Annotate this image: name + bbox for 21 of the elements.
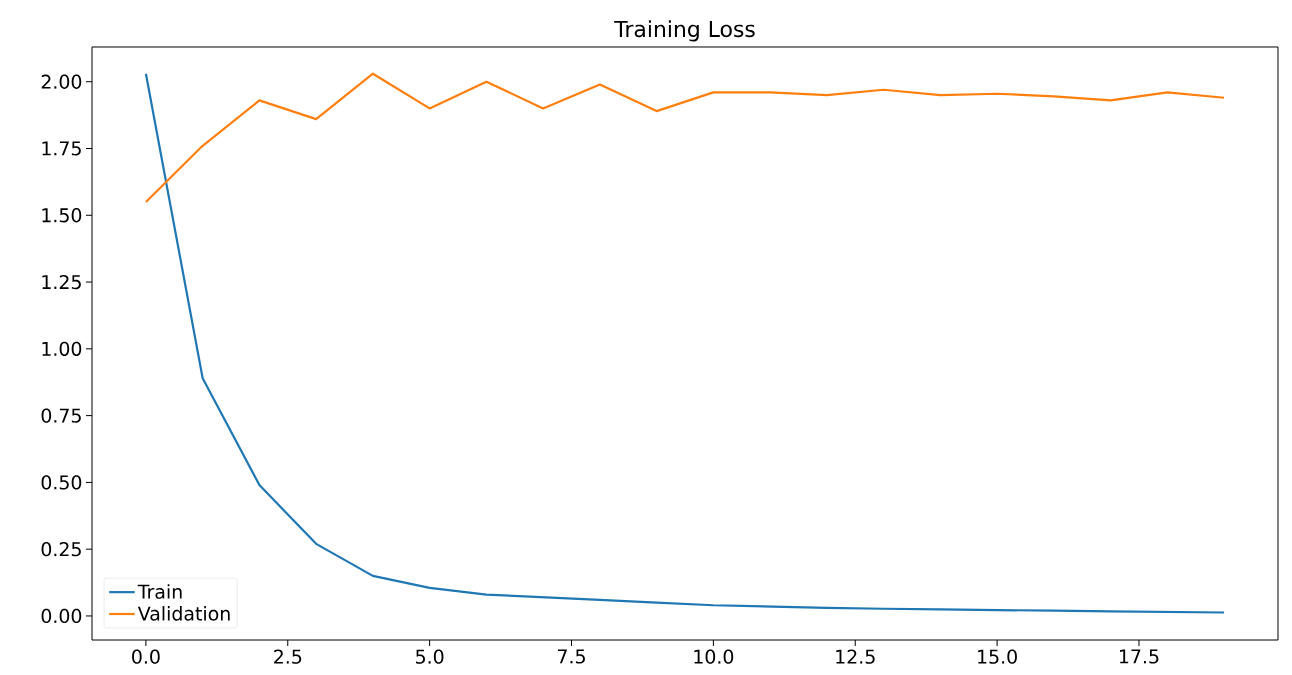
- legend-label: Validation: [137, 606, 230, 621]
- y-tick-label: 1.75: [42, 141, 81, 156]
- x-tick-label: 17.5: [1119, 649, 1159, 664]
- line-series: [144, 72, 1226, 204]
- y-tick-label: 0.25: [41, 542, 81, 557]
- x-tick-label: 0.0: [132, 649, 160, 664]
- y-tick-label: 0.50: [41, 475, 82, 490]
- legend-label: Train: [137, 584, 182, 599]
- x-tick-label: 12.5: [836, 649, 875, 664]
- y-tick-label: 1.25: [42, 274, 81, 290]
- chart-title: Training Loss: [614, 20, 755, 42]
- x-tick-label: 2.5: [274, 649, 302, 664]
- y-tick-label: 1.50: [42, 208, 82, 223]
- y-tick-label: 0.00: [41, 608, 82, 624]
- y-tick-label: 2.00: [41, 74, 82, 89]
- x-tick-label: 5.0: [416, 649, 444, 664]
- x-tick-label: 10.0: [694, 649, 734, 664]
- y-tick-label: 1.00: [42, 341, 82, 356]
- y-tick-label: 0.75: [41, 408, 81, 423]
- x-tick-label: 15.0: [978, 649, 1017, 664]
- x-tick-label: 7.5: [558, 649, 585, 664]
